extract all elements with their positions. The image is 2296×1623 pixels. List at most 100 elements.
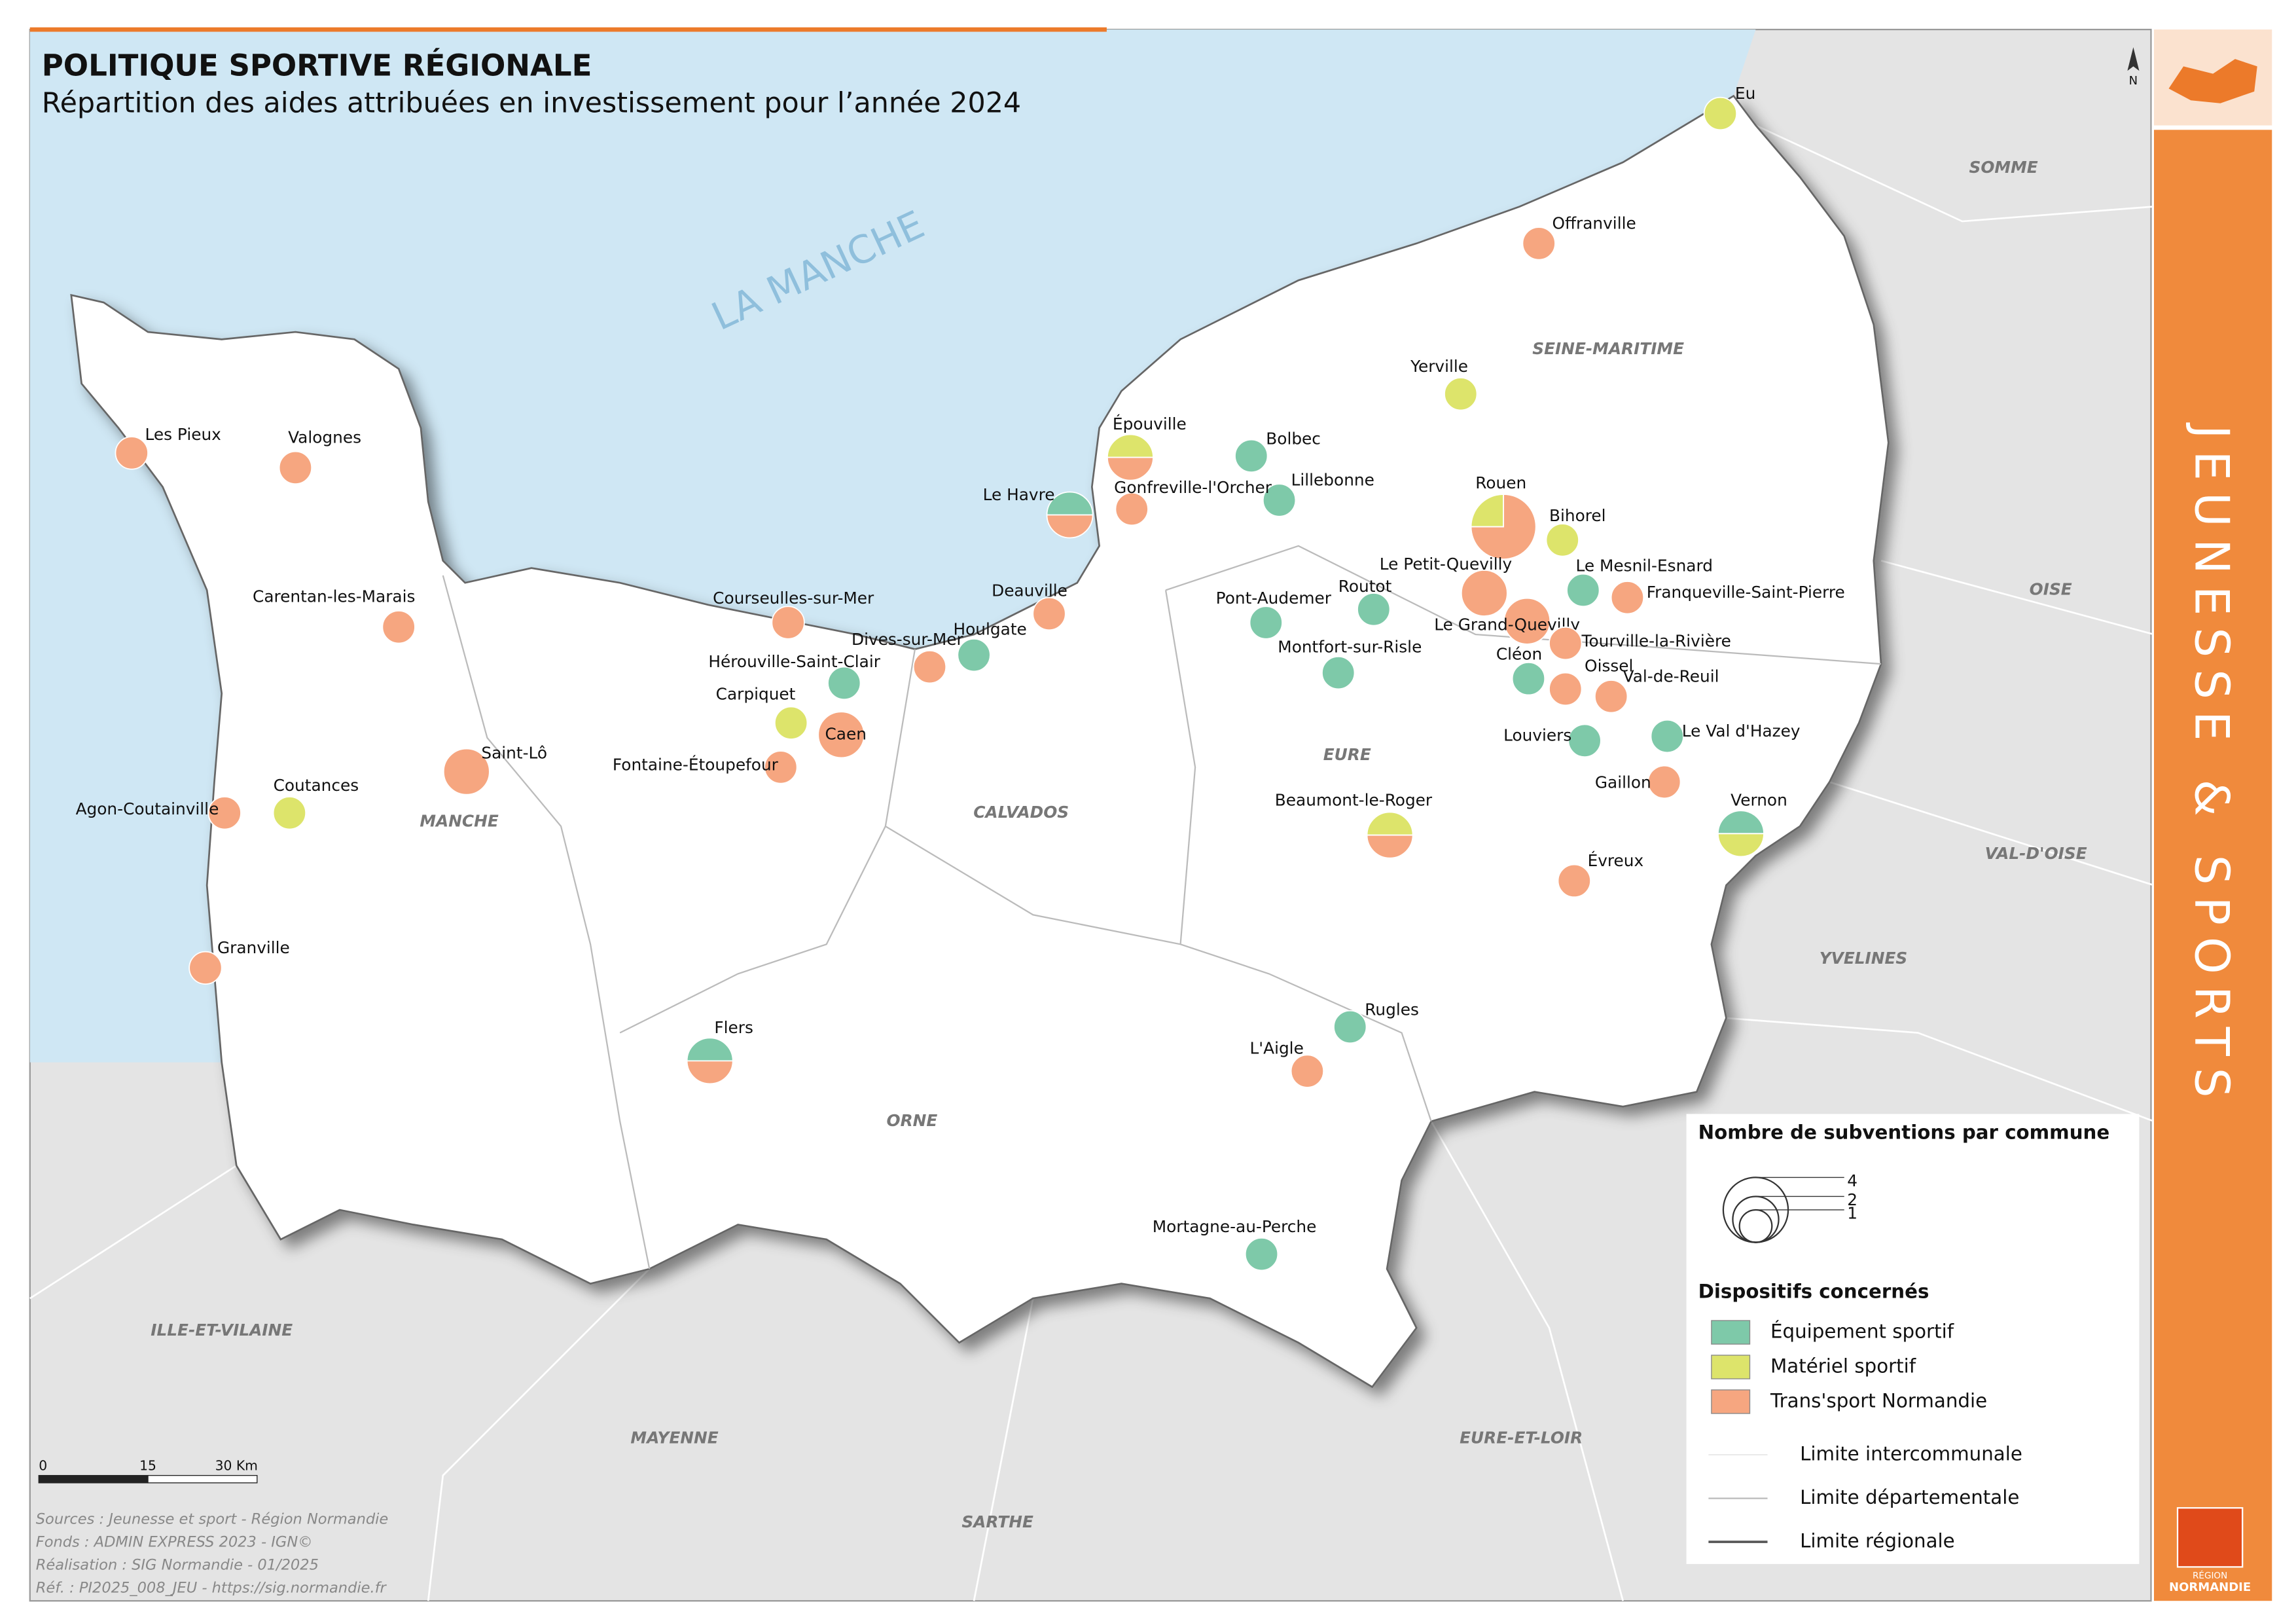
commune-label: Houlgate [954,619,1027,638]
legend-label: Limite intercommunale [1800,1443,2022,1465]
dynamic-layer: SOMME SEINE-MARITIME OISE VAL-D'OISE YVELINE… [36,84,2087,1596]
commune-marker [1032,596,1066,631]
inset-shape [2168,59,2257,103]
legend-label: Matériel sportif [1770,1355,1916,1377]
commune-marker [188,951,223,985]
legend-title: Dispositifs concernés [1698,1281,1929,1303]
commune-marker [207,796,242,830]
pie-slice [1106,433,1154,458]
source-line: Fonds : ADMIN EXPRESS 2023 - IGN© [36,1534,313,1551]
commune-marker [1234,439,1268,473]
commune-marker [1522,227,1556,261]
logo-line: NORMANDIE [2169,1580,2251,1594]
sea [29,29,1756,1063]
commune-label: Franqueville-Saint-Pierre [1647,583,1845,602]
commune-label: Rugles [1365,1000,1419,1019]
commune-label: Carpiquet [716,684,796,703]
commune-marker [442,748,490,795]
commune-label: Carentan-les-Marais [253,587,415,606]
commune-marker [1549,626,1583,661]
legend-label: Limite régionale [1800,1530,1955,1552]
legend-swatch [1711,1389,1751,1414]
legend-swatch [1711,1320,1751,1345]
commune-marker [278,450,313,485]
pie-slice [1046,491,1094,516]
region-label: EURE [1323,745,1371,764]
normandy [70,94,1890,1389]
commune-label: Yerville [1410,357,1468,376]
legend-size-label: 2 [1847,1190,1857,1209]
commune-marker [1549,672,1583,706]
commune-marker [1244,1237,1279,1271]
commune-label: Oissel [1585,657,1633,676]
commune-label: Gonfreville-l'Orcher [1114,478,1272,497]
commune-label: Dives-sur-Mer [852,630,964,649]
commune-label: Valognes [288,428,361,447]
commune-marker [1511,661,1546,696]
north-arrow: N [2129,74,2138,88]
commune-label: Routot [1338,577,1392,596]
commune-label: Montfort-sur-Risle [1278,637,1422,656]
title: POLITIQUE SPORTIVE RÉGIONALE [42,48,592,83]
commune-marker [382,610,416,644]
region-label: SARTHE [961,1512,1033,1531]
commune-label: Bolbec [1266,429,1321,448]
commune-label: Gaillon [1595,773,1651,792]
commune-marker [1568,723,1602,758]
commune-label: Le Petit-Quevilly [1380,555,1512,574]
commune-label: Le Havre [983,485,1055,504]
commune-marker [771,606,805,640]
legend-label: Équipement sportif [1770,1320,1954,1343]
commune-label: Mortagne-au-Perche [1153,1217,1317,1236]
commune-marker [1321,655,1355,690]
commune-marker [1333,1010,1367,1044]
commune-marker [1610,581,1645,615]
region-label: OISE [2030,579,2072,598]
legend-size-label: 4 [1847,1171,1857,1190]
legend-title: Nombre de subventions par commune [1698,1121,2110,1143]
source-line: Réf. : PI2025_008_JEU - https://sig.norm… [36,1580,387,1597]
commune-marker [957,638,991,672]
commune-marker [817,711,865,759]
pie-slice [1106,456,1154,481]
region-label: ORNE [887,1111,938,1130]
commune-marker [1703,96,1738,131]
sidebar-theme: JEUNESSE & SPORTS [2183,422,2238,1109]
scale-segment [147,1474,258,1484]
commune-label: Évreux [1588,851,1644,870]
region-label: MANCHE [420,811,499,830]
commune-label: Hérouville-Saint-Clair [708,652,880,671]
commune-label: Flers [714,1018,753,1037]
commune-label: Vernon [1731,791,1787,810]
commune-label: Tourville-la-Rivière [1581,631,1731,650]
pie-slice [1366,834,1414,859]
region-label: EURE-ET-LOIR [1460,1428,1583,1447]
commune-label: Eu [1735,84,1755,103]
scale-label: 30 Km [215,1458,258,1474]
neighbour-borders [29,124,2155,1601]
source-line: Sources : Jeunesse et sport - Région Nor… [36,1511,389,1528]
commune-marker [1545,523,1579,557]
commune-marker [912,649,947,684]
sidebar [2153,130,2272,1601]
source-line: Réalisation : SIG Normandie - 01/2025 [36,1557,319,1574]
commune-marker [827,666,861,701]
commune-marker [1249,606,1283,640]
commune-marker [1557,864,1591,898]
commune-label: Cléon [1496,645,1542,664]
commune-label: Les Pieux [145,425,221,444]
pie-slice [1366,811,1414,836]
commune-label: Louviers [1503,726,1571,745]
commune-label: Saint-Lô [481,744,547,763]
legend-size-label: 1 [1847,1204,1857,1223]
commune-label: Val-de-Reuil [1623,666,1719,685]
legend-label: Trans'sport Normandie [1770,1389,1987,1412]
commune-marker [1650,719,1684,754]
pie-slice [1046,514,1094,539]
commune-label: Agon-Coutainville [76,799,219,818]
commune-label: Le Val d'Hazey [1682,721,1801,740]
commune-marker [1115,492,1149,526]
pie-slice [1470,494,1505,528]
legend-swatch [1711,1355,1751,1379]
